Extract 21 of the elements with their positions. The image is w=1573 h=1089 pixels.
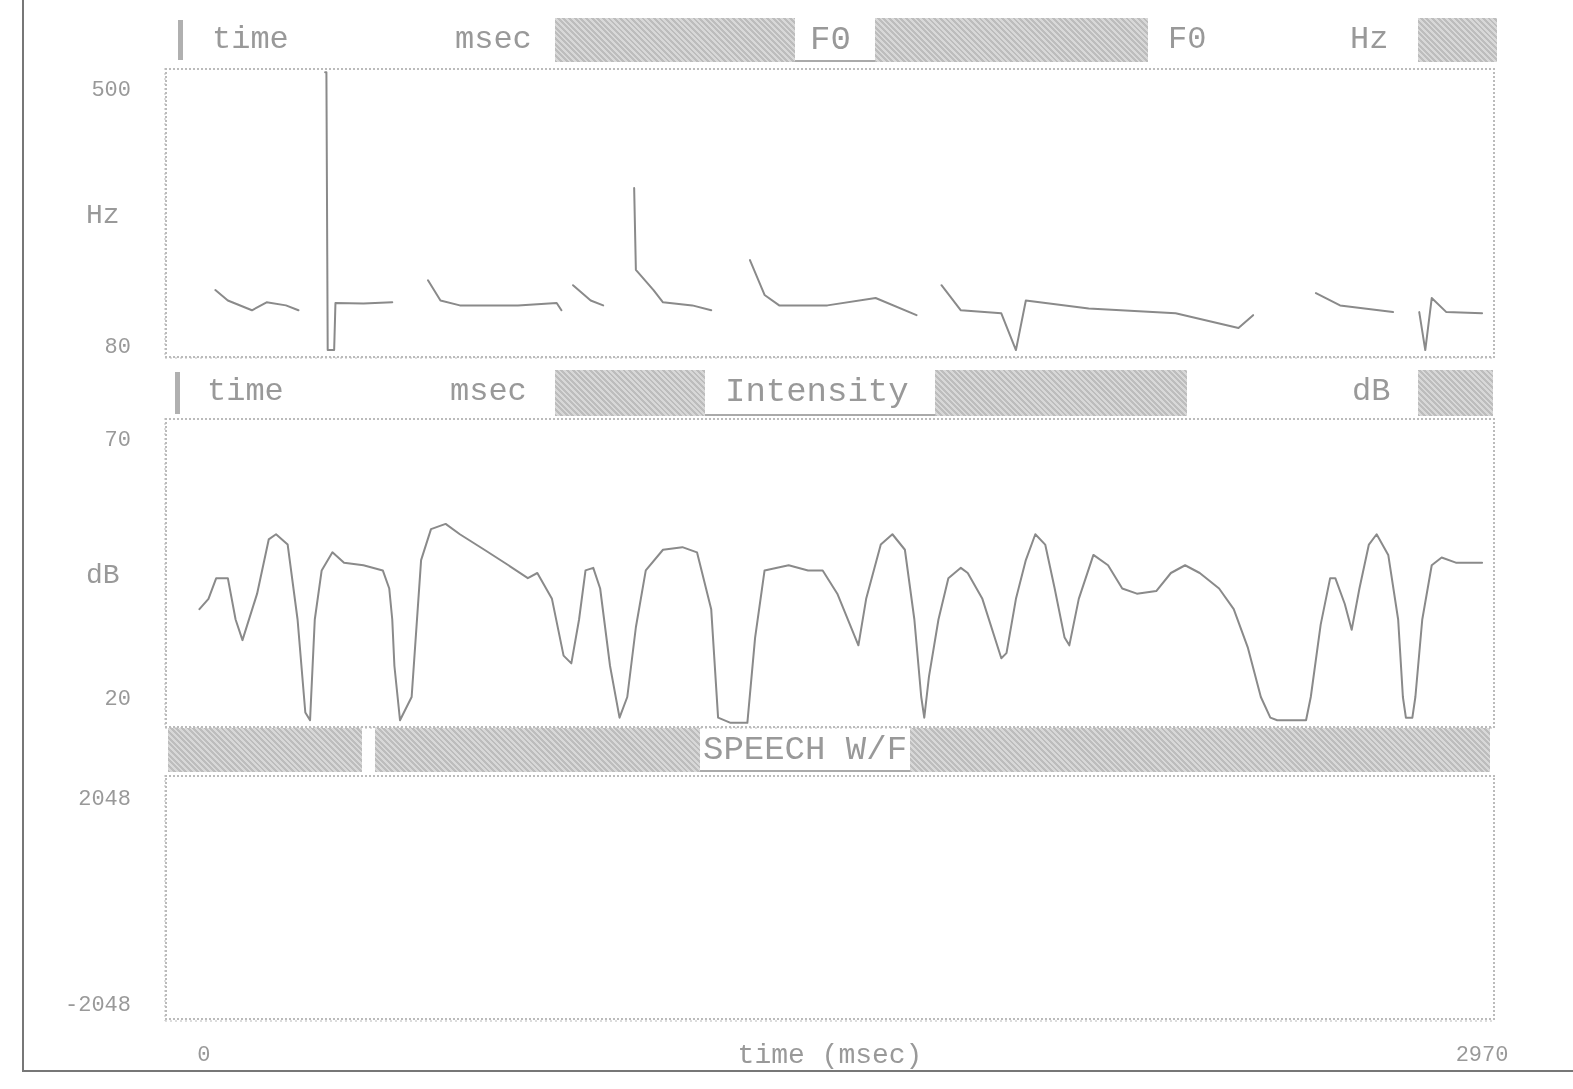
y-tick-label: 500 bbox=[91, 78, 131, 103]
y-tick-label: 2048 bbox=[78, 786, 131, 812]
y-tick-label: 20 bbox=[104, 686, 131, 712]
text: msec bbox=[450, 372, 527, 412]
x-axis-title: time (msec) bbox=[737, 1040, 923, 1071]
text: time bbox=[212, 20, 289, 60]
chart-title: Intensity bbox=[725, 372, 909, 412]
y-tick-label: 70 bbox=[104, 428, 131, 454]
y-tick-label: -2048 bbox=[64, 993, 131, 1019]
chart-title: F0 bbox=[810, 20, 851, 60]
y-tick-label: 80 bbox=[104, 334, 131, 360]
x-tick-label: 2970 bbox=[1455, 1042, 1509, 1068]
y-axis-title: dB bbox=[86, 559, 120, 591]
text: msec bbox=[455, 20, 532, 60]
text: F0 bbox=[1168, 20, 1207, 60]
y-axis-title: Hz bbox=[86, 199, 120, 231]
text: time bbox=[207, 372, 284, 412]
text: dB bbox=[1352, 372, 1391, 412]
text: Hz bbox=[1350, 20, 1389, 60]
x-tick-label: 0 bbox=[197, 1042, 211, 1068]
line-series bbox=[198, 522, 1484, 724]
